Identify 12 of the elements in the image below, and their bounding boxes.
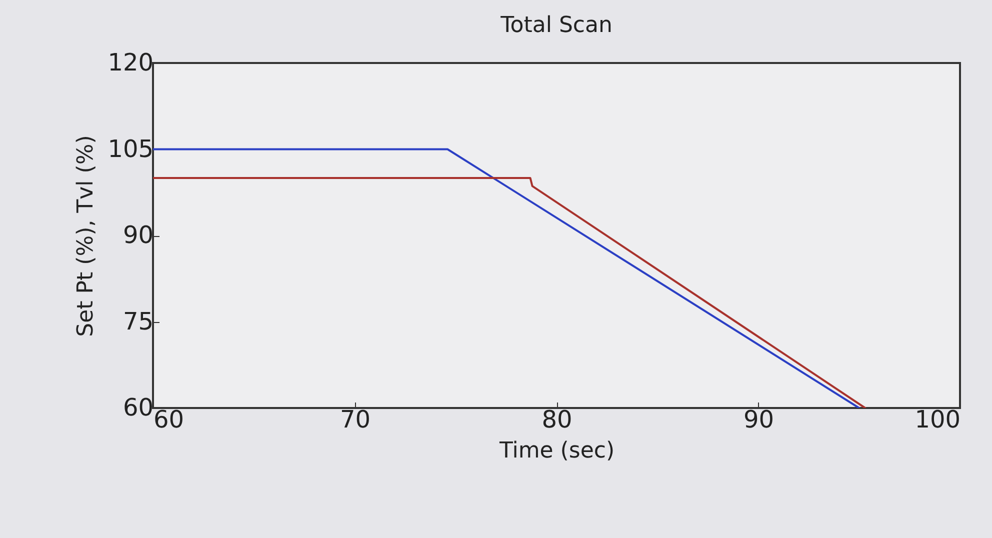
x-tick-label: 80	[542, 406, 572, 434]
y-tick-label: 90	[122, 221, 154, 249]
x-tick-label: 90	[743, 406, 774, 434]
y-tick-label: 105	[108, 134, 154, 163]
x-tick-label: 70	[340, 406, 371, 434]
x-tick-label: 100	[914, 406, 960, 434]
y-axis-title: Set Pt (%), Tvl (%)	[74, 135, 99, 337]
y-tick-label: 120	[108, 48, 154, 76]
chart-title: Total Scan	[500, 13, 612, 38]
y-tick-label: 75	[122, 307, 154, 336]
x-axis-title: Time (sec)	[498, 438, 615, 464]
x-tick-label: 60	[154, 406, 184, 434]
